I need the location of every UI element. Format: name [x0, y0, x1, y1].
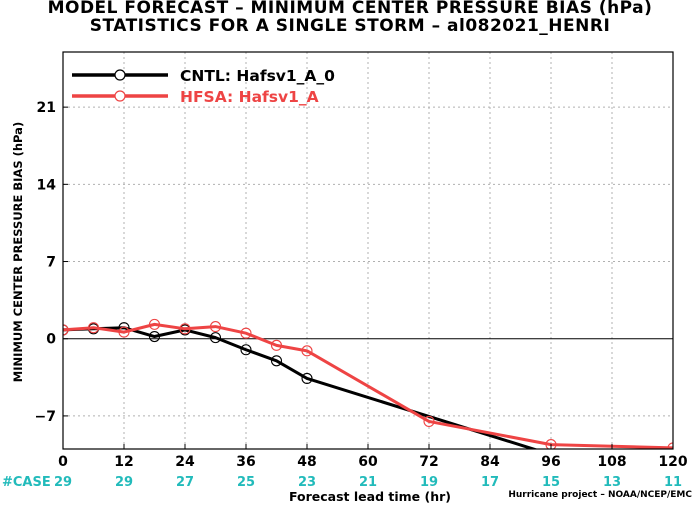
x-tick-label: 60	[358, 454, 378, 470]
x-tick-label: 36	[236, 454, 255, 470]
series-point-2	[87, 322, 100, 334]
legend-label: CNTL: Hafsv1_A_0	[180, 67, 335, 85]
y-axis-label: MINIMUM CENTER PRESSURE BIAS (hPa)	[11, 122, 25, 382]
tick-layer: 0 12 24 36 48 60 72 84 96 108 120 −7 0 7 14 21	[35, 100, 688, 470]
x-tick-label: 0	[58, 454, 68, 470]
case-count: 21	[359, 475, 377, 490]
series-point-2	[118, 326, 130, 338]
case-count: 29	[115, 475, 133, 490]
x-tick-label: 12	[114, 454, 133, 470]
legend-marker	[114, 90, 126, 102]
case-count: 27	[176, 475, 194, 490]
chart-title: MODEL FORECAST – MINIMUM CENTER PRESSURE…	[47, 0, 653, 18]
y-tick-label: −7	[35, 409, 56, 425]
case-count: 11	[664, 475, 682, 490]
case-counts: 29 29 27 25 23 21 19 17 15 13 11	[54, 475, 682, 490]
series-point-2	[148, 318, 161, 330]
case-count: 23	[298, 475, 316, 490]
series-point-2	[270, 339, 283, 351]
series-point-1	[301, 372, 313, 384]
x-axis-label: Forecast lead time (hr)	[289, 489, 451, 504]
case-count: 15	[542, 475, 560, 490]
case-label: #CASE	[2, 475, 51, 490]
series-point-2	[423, 415, 435, 427]
series-point-1	[240, 344, 252, 356]
x-tick-label: 108	[597, 454, 626, 470]
footer-credit: Hurricane project – NOAA/NCEP/EMC	[508, 490, 692, 500]
series-point-2	[301, 345, 313, 357]
x-tick-label: 120	[658, 454, 687, 470]
legend-label: HFSA: Hafsv1_A	[180, 88, 319, 106]
y-tick-label: 0	[46, 332, 56, 348]
series-layer	[63, 318, 673, 449]
series-point-1	[270, 355, 283, 367]
legend: CNTL: Hafsv1_A_0 HFSA: Hafsv1_A	[72, 67, 335, 106]
case-count: 13	[603, 475, 621, 490]
plot-frame	[62, 51, 674, 450]
series-line-1	[63, 326, 539, 449]
legend-marker	[114, 69, 126, 81]
series-point-1	[209, 332, 222, 344]
x-tick-label: 72	[419, 454, 438, 470]
x-tick-label: 48	[297, 454, 316, 470]
series-point-2	[545, 439, 557, 449]
x-tick-label: 84	[480, 454, 500, 470]
y-tick-label: 14	[37, 177, 57, 193]
x-tick-label: 24	[175, 454, 195, 470]
series-point-2	[240, 327, 252, 339]
case-count: 29	[54, 475, 72, 490]
case-count: 17	[481, 475, 499, 490]
series-point-2	[63, 324, 69, 336]
chart-subtitle: STATISTICS FOR A SINGLE STORM – al082021…	[89, 16, 611, 36]
grid-layer	[63, 52, 673, 449]
y-tick-label: 21	[37, 100, 56, 116]
series-point-2	[667, 442, 673, 449]
x-tick-label: 96	[541, 454, 560, 470]
series-point-2	[209, 321, 222, 333]
series-point-1	[148, 330, 161, 343]
case-count: 25	[237, 475, 255, 490]
y-tick-label: 7	[46, 255, 56, 271]
series-point-2	[179, 323, 191, 335]
case-count: 19	[420, 475, 438, 490]
